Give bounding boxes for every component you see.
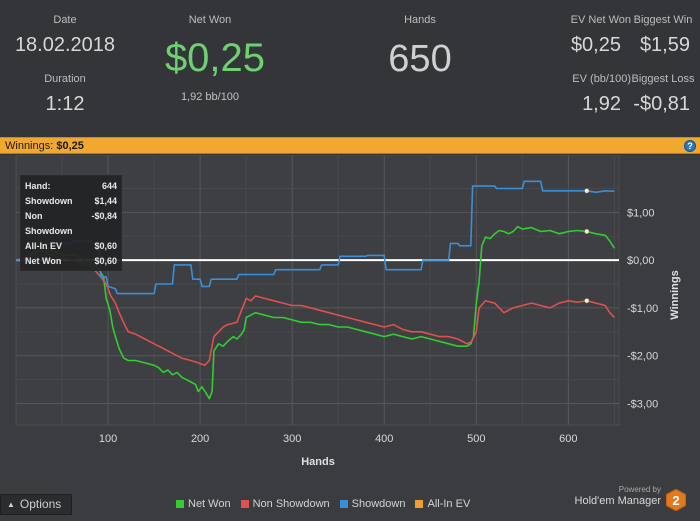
tooltip-row-net-won: Net Won $0,60: [25, 254, 117, 269]
chart-legend: Net Won Non Showdown Showdown All-In EV: [176, 497, 470, 511]
tooltip-label: All-In EV: [25, 241, 63, 251]
net-won-bb100: 1,92 bb/100: [180, 91, 240, 103]
legend-label: Net Won: [188, 498, 231, 510]
winnings-bar: Winnings: $0,25 ?: [0, 137, 700, 154]
x-tick-labels: 100 200 300 400 500 600: [99, 433, 578, 445]
legend-swatch: [339, 500, 348, 508]
tooltip-row-allin-ev: All-In EV $0,60: [25, 239, 117, 254]
x-tick-label: 300: [283, 433, 301, 445]
y-axis-label: Winnings: [669, 270, 681, 319]
ev-bb100-value: 1,92: [582, 93, 621, 115]
legend-label: Showdown: [351, 498, 406, 510]
tooltip-label: Showdown: [25, 196, 73, 206]
biggest-loss-value: -$0,81: [633, 93, 690, 115]
tooltip-value: 644: [101, 181, 117, 191]
y-tick-label: -$1,00: [627, 303, 658, 315]
biggest-win-label: Biggest Win: [633, 14, 693, 26]
ev-net-won-value: $0,25: [570, 34, 621, 56]
legend-swatch: [176, 500, 184, 508]
date-label: Date: [53, 14, 77, 26]
options-label: Options: [19, 497, 62, 511]
series-line-non-showdown: [15, 249, 615, 367]
net-won-label: Net Won: [188, 14, 232, 26]
x-tick-label: 400: [375, 433, 393, 445]
tooltip-row-non-showdown: Non Showdown -$0,84: [25, 209, 117, 239]
winnings-summary: Winnings: $0,25: [5, 140, 84, 152]
x-axis-label: Hands: [301, 456, 335, 468]
highlight-point: [584, 298, 590, 304]
powered-by-brand: Powered by Hold'em Manager: [563, 485, 661, 507]
legend-item-net-won[interactable]: Net Won: [176, 497, 231, 511]
x-tick-label: 500: [467, 433, 485, 445]
tooltip-label: Net Won: [25, 256, 62, 266]
legend-item-allin-ev[interactable]: All-In EV: [415, 497, 470, 511]
y-tick-label: $0,00: [627, 255, 655, 267]
x-tick-label: 200: [191, 433, 209, 445]
tooltip-row-hand: Hand: 644: [25, 179, 117, 194]
tooltip-value: $1,44: [94, 196, 117, 206]
tooltip-label: Non Showdown: [25, 211, 73, 236]
hand-tooltip: Hand: 644 Showdown $1,44 Non Showdown -$0,8…: [20, 175, 122, 271]
legend-swatch: [415, 500, 424, 508]
series-line-net-won: [15, 225, 616, 400]
biggest-win-value: $1,59: [639, 34, 690, 56]
hands-label: Hands: [404, 14, 436, 26]
highlight-point: [584, 188, 590, 194]
duration-label: Duration: [44, 73, 86, 85]
y-tick-label: -$3,00: [627, 398, 658, 410]
tooltip-row-showdown: Showdown $1,44: [25, 194, 117, 209]
highlight-markers: [584, 188, 590, 304]
hm-logo-icon: 2: [666, 489, 686, 511]
y-tick-label: $1,00: [627, 207, 655, 219]
tooltip-value: -$0,84: [91, 211, 117, 221]
winnings-label: Winnings:: [5, 140, 54, 152]
highlight-point: [584, 228, 590, 235]
biggest-loss-label: Biggest Loss: [631, 73, 695, 85]
x-tick-label: 600: [559, 433, 577, 445]
powered-by-text: Powered by: [618, 485, 661, 494]
options-button[interactable]: ▲ Options: [0, 494, 72, 515]
legend-item-showdown[interactable]: Showdown: [339, 497, 406, 511]
hands-value: 650: [388, 38, 452, 80]
brand-name: Hold'em Manager: [574, 495, 661, 507]
tooltip-value: $0,60: [94, 256, 117, 266]
stats-panel: Date 18.02.2018 Duration 1:12 Net Won $0…: [0, 0, 700, 136]
hm-logo-text: 2: [672, 493, 679, 508]
duration-value: 1:12: [45, 93, 85, 115]
date-value: 18.02.2018: [14, 34, 116, 56]
winnings-value: $0,25: [56, 140, 84, 152]
ev-bb100-label: EV (bb/100): [572, 73, 631, 85]
winnings-chart: 100 200 300 400 500 600 $1,00 $0,00 -$1,00 -$2,0…: [0, 155, 700, 521]
legend-label: All-In EV: [427, 498, 471, 510]
legend-swatch: [240, 500, 249, 508]
legend-item-non-showdown[interactable]: Non Showdown: [240, 497, 330, 511]
chart-series: [15, 180, 616, 400]
y-tick-label: -$2,00: [627, 351, 658, 363]
caret-up-icon: ▲: [7, 500, 15, 509]
y-tick-labels: $1,00 $0,00 -$1,00 -$2,00 -$3,00: [627, 207, 658, 410]
net-won-value: $0,25: [164, 36, 266, 80]
series-line-showdown: [16, 180, 615, 295]
help-icon[interactable]: ?: [684, 140, 696, 152]
tooltip-label: Hand:: [25, 181, 51, 191]
x-tick-label: 100: [99, 433, 117, 445]
tooltip-value: $0,60: [94, 241, 117, 251]
ev-net-won-label: EV Net Won: [570, 14, 631, 26]
legend-label: Non Showdown: [252, 498, 330, 510]
